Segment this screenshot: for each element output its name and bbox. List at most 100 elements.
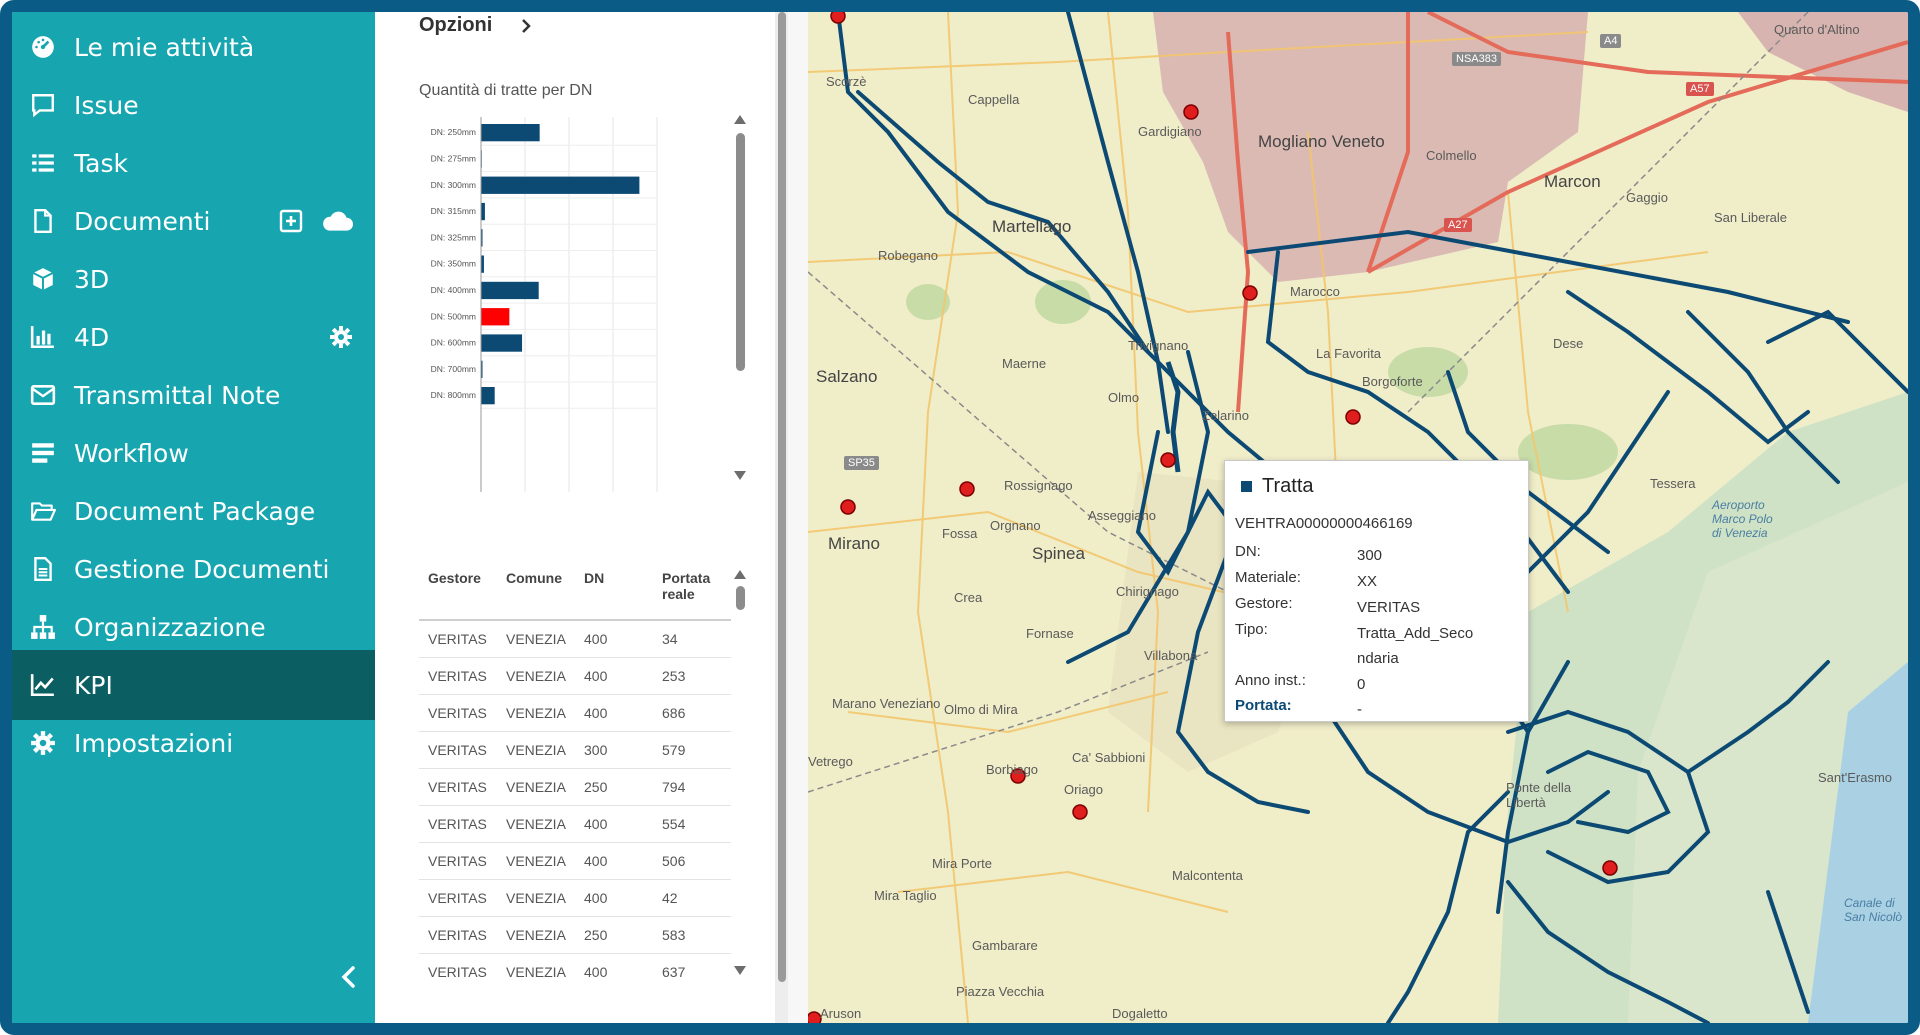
scroll-up-icon[interactable] <box>734 570 746 579</box>
table-cell: 400 <box>575 694 653 732</box>
sea-area <box>1808 662 1908 1023</box>
scroll-down-icon[interactable] <box>734 471 746 480</box>
sidebar-item-document-package[interactable]: Document Package <box>12 476 375 546</box>
table-row[interactable]: VERITAS VENEZIA 400 554 <box>419 805 731 843</box>
map-canvas <box>808 12 1908 1023</box>
sidebar-item-le-mie-attivita[interactable]: Le mie attività <box>12 12 375 82</box>
chart-category-label: DN: 250mm <box>431 127 476 137</box>
sidebar-item-workflow[interactable]: Workflow <box>12 418 375 488</box>
table-row[interactable]: VERITAS VENEZIA 400 253 <box>419 657 731 695</box>
map-label-town: Mira Taglio <box>874 888 937 903</box>
panel-scrollbar[interactable] <box>775 12 788 1023</box>
table-row[interactable]: VERITAS VENEZIA 250 583 <box>419 916 731 954</box>
chart-bar[interactable] <box>481 387 495 405</box>
sidebar-item-label: Workflow <box>74 438 189 468</box>
sidebar-item-gestione-documenti[interactable]: Gestione Documenti <box>12 534 375 604</box>
map-label-town: Dogaletto <box>1112 1006 1168 1021</box>
chart-scroll-thumb[interactable] <box>736 133 745 371</box>
table-cell: VENEZIA <box>497 657 575 695</box>
map-label-town: Gardigiano <box>1138 124 1202 139</box>
map-label-town: Rossignago <box>1004 478 1073 493</box>
chart-bar[interactable] <box>481 281 539 300</box>
scroll-down-icon[interactable] <box>734 966 746 975</box>
map-label-town: Zelarino <box>1202 408 1249 423</box>
map-marker <box>1072 804 1088 820</box>
table-row[interactable]: VERITAS VENEZIA 400 637 <box>419 953 731 984</box>
map-marker <box>840 499 856 515</box>
table-cell: VENEZIA <box>497 768 575 806</box>
add-document-icon[interactable] <box>279 209 303 233</box>
road-shield: A27 <box>1444 218 1472 232</box>
popup-title: Tratta <box>1241 475 1314 498</box>
table-cell: VERITAS <box>419 657 497 695</box>
map-marker <box>959 481 975 497</box>
chart-scrollbar[interactable] <box>733 115 747 485</box>
table-row[interactable]: VERITAS VENEZIA 400 506 <box>419 842 731 880</box>
chart-bar[interactable] <box>481 360 483 378</box>
table-row[interactable]: VERITAS VENEZIA 400 34 <box>419 620 731 658</box>
panel-scroll-thumb[interactable] <box>778 12 786 982</box>
sidebar-item-kpi[interactable]: KPI <box>12 650 375 720</box>
map-label-town: Fossa <box>942 526 978 541</box>
column-header-gestore[interactable]: Gestore <box>419 560 497 621</box>
dn-bar-chart-svg: DN: 250mm DN: 275mm DN: 300mm DN: 315mm DN: … <box>431 117 658 492</box>
popup-value: 0 <box>1357 676 1366 693</box>
table-row[interactable]: VERITAS VENEZIA 250 794 <box>419 768 731 806</box>
chart-bar[interactable] <box>481 229 483 247</box>
table-cell: VERITAS <box>419 842 497 880</box>
sitemap-icon <box>12 614 74 640</box>
map-label-channel: Canale di San Nicolò <box>1844 896 1903 924</box>
sidebar-item-label: Gestione Documenti <box>74 554 330 584</box>
sidebar-item-documenti[interactable]: Documenti <box>12 186 375 256</box>
chart-bar[interactable] <box>481 334 523 352</box>
popup-row-dn: DN: 300 <box>1235 543 1525 568</box>
selected-pipe-segment <box>1165 361 1181 473</box>
table-cell: 794 <box>653 768 731 806</box>
popup-row-gestore: Gestore: VERITAS <box>1235 595 1525 620</box>
table-scrollbar[interactable] <box>733 570 747 980</box>
list-icon <box>12 150 74 176</box>
sidebar-item-issue[interactable]: Issue <box>12 70 375 140</box>
sidebar-item-transmittal-note[interactable]: Transmittal Note <box>12 360 375 430</box>
map-marker <box>1345 409 1361 425</box>
table-row[interactable]: VERITAS VENEZIA 400 42 <box>419 879 731 917</box>
table-cell: 579 <box>653 731 731 769</box>
table-cell: VENEZIA <box>497 916 575 954</box>
table-cell: VERITAS <box>419 916 497 954</box>
chart-bar[interactable] <box>481 255 484 273</box>
column-header-comune[interactable]: Comune <box>497 560 575 621</box>
cloud-icon[interactable] <box>321 209 353 233</box>
table-scroll-thumb[interactable] <box>736 586 745 610</box>
column-header-dn[interactable]: DN <box>575 560 653 621</box>
settings-gear-icon[interactable] <box>329 325 353 349</box>
column-header-portata-reale[interactable]: Portata reale <box>653 560 731 621</box>
sidebar-item-task[interactable]: Task <box>12 128 375 198</box>
sidebar-item-impostazioni[interactable]: Impostazioni <box>12 708 375 778</box>
sidebar-item-organizzazione[interactable]: Organizzazione <box>12 592 375 662</box>
chart-bar[interactable] <box>481 124 540 142</box>
gauge-icon <box>12 34 74 60</box>
chart-bar[interactable] <box>481 308 510 326</box>
pipeline-markers[interactable] <box>808 12 1618 1023</box>
map-label-town: Ca' Sabbioni <box>1072 750 1146 765</box>
options-toggle[interactable]: Opzioni <box>419 14 532 37</box>
map-label-town: Borbiago <box>986 762 1039 777</box>
chart-bar[interactable] <box>481 176 640 194</box>
popup-key: DN: <box>1235 543 1261 560</box>
map-marker <box>1242 285 1258 301</box>
table-row[interactable]: VERITAS VENEZIA 300 579 <box>419 731 731 769</box>
chart-category-label: DN: 400mm <box>431 285 476 295</box>
sidebar-item-4d[interactable]: 4D <box>12 302 375 372</box>
gear-icon <box>12 730 74 756</box>
chart-category-label: DN: 350mm <box>431 259 476 269</box>
sidebar-item-3d[interactable]: 3D <box>12 244 375 314</box>
table-cell: 400 <box>575 620 653 658</box>
park-area <box>1035 280 1091 324</box>
scroll-up-icon[interactable] <box>734 115 746 124</box>
collapse-sidebar-icon[interactable] <box>334 962 364 992</box>
tratte-table: Gestore Comune DN Portata reale VERITAS V… <box>419 560 731 984</box>
map-label-town: Chirignago <box>1116 584 1179 599</box>
tratta-popup[interactable]: Tratta VEHTRA00000000466169 DN: 300 Mate… <box>1224 460 1529 722</box>
chart-bar[interactable] <box>481 202 485 221</box>
table-row[interactable]: VERITAS VENEZIA 400 686 <box>419 694 731 732</box>
